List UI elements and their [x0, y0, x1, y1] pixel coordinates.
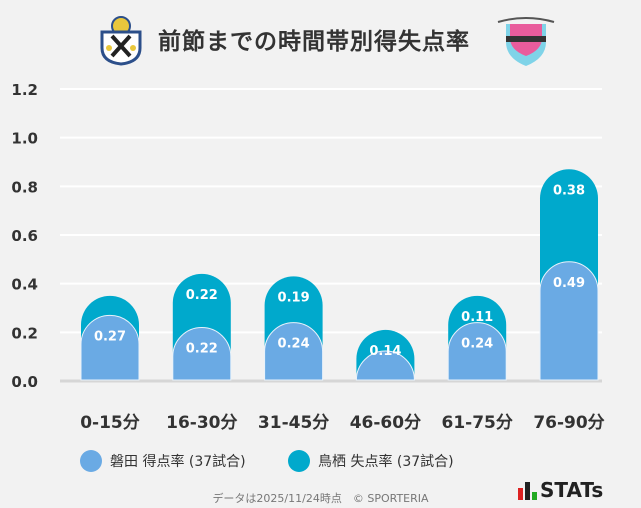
- bar-segment: [264, 322, 324, 381]
- y-tick-label: 0.0: [11, 373, 38, 391]
- stats-logo: STATs: [518, 478, 603, 502]
- legend-label: 磐田 得点率 (37試合): [110, 454, 246, 470]
- x-tick-label: 46-60分: [350, 413, 421, 433]
- y-tick-label: 0.2: [11, 324, 38, 342]
- legend-label: 鳥栖 失点率 (37試合): [318, 454, 454, 470]
- data-label: 0.19: [278, 290, 310, 305]
- x-tick-label: 31-45分: [258, 413, 329, 433]
- chart-title: 前節までの時間帯別得失点率: [158, 29, 470, 55]
- data-label: 0.24: [278, 337, 310, 352]
- bar-segment: [447, 322, 507, 381]
- bar-segment: [539, 261, 599, 381]
- y-tick-label: 1.2: [11, 81, 38, 99]
- y-tick-label: 0.4: [11, 276, 38, 294]
- legend-swatch: [288, 450, 310, 472]
- y-tick-label: 0.6: [11, 227, 38, 245]
- legend-item-tosu: 鳥栖 失点率 (37試合): [288, 450, 454, 472]
- data-label: 0.11: [461, 310, 493, 325]
- data-label: 0.22: [186, 288, 218, 303]
- stats-wordmark: STATs: [540, 478, 604, 502]
- data-label: 0.38: [553, 183, 585, 198]
- x-tick-label: 0-15分: [80, 413, 140, 433]
- data-label: 0.14: [369, 344, 401, 359]
- y-tick-label: 0.8: [11, 178, 38, 196]
- jubilo-logo: [100, 16, 142, 66]
- data-label: 0.24: [461, 337, 493, 352]
- stats-icon: [518, 482, 537, 500]
- sagan-tosu-logo: [497, 17, 555, 66]
- plot-area: 0.0 0.2 0.4 0.6 0.8 1.0 1.2 0.27 0-15分 0.22 0.22 16…: [11, 81, 604, 433]
- legend-swatch: [80, 450, 102, 472]
- footer-note: データは2025/11/24時点 © SPORTERIA: [212, 492, 429, 505]
- x-tick-label: 16-30分: [166, 413, 237, 433]
- legend-item-iwata: 磐田 得点率 (37試合): [80, 450, 246, 472]
- x-tick-label: 76-90分: [533, 413, 604, 433]
- data-label: 0.49: [553, 276, 585, 291]
- bar-segment: [80, 314, 140, 381]
- x-tick-label: 61-75分: [442, 413, 513, 433]
- y-tick-label: 1.0: [11, 130, 38, 148]
- data-label: 0.22: [186, 341, 218, 356]
- bar-segment: [172, 327, 232, 381]
- data-label: 0.27: [94, 329, 126, 344]
- bar-segment: [355, 350, 415, 381]
